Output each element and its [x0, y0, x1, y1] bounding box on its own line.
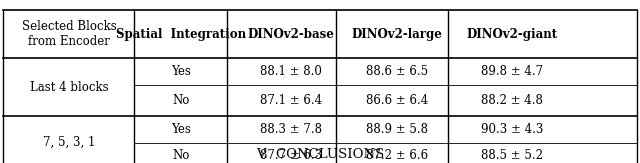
Text: 87.2 ± 6.6: 87.2 ± 6.6	[365, 149, 428, 162]
Text: 87.1 ± 6.4: 87.1 ± 6.4	[260, 94, 323, 107]
Text: Yes: Yes	[171, 65, 191, 78]
Text: Last 4 blocks: Last 4 blocks	[30, 81, 108, 94]
Text: 87.7 ± 6.3: 87.7 ± 6.3	[260, 149, 323, 162]
Text: 88.1 ± 8.0: 88.1 ± 8.0	[260, 65, 322, 78]
Text: No: No	[172, 94, 190, 107]
Text: 86.6 ± 6.4: 86.6 ± 6.4	[365, 94, 428, 107]
Text: 88.5 ± 5.2: 88.5 ± 5.2	[481, 149, 543, 162]
Text: Selected Blocks
from Encoder: Selected Blocks from Encoder	[22, 20, 116, 48]
Text: 89.8 ± 4.7: 89.8 ± 4.7	[481, 65, 543, 78]
Text: 88.9 ± 5.8: 88.9 ± 5.8	[366, 123, 428, 136]
Text: No: No	[172, 149, 190, 162]
Text: 90.3 ± 4.3: 90.3 ± 4.3	[481, 123, 543, 136]
Text: 88.6 ± 6.5: 88.6 ± 6.5	[365, 65, 428, 78]
Text: 88.3 ± 7.8: 88.3 ± 7.8	[260, 123, 322, 136]
Text: DINOv2-base: DINOv2-base	[248, 28, 335, 41]
Text: Spatial  Integration: Spatial Integration	[116, 28, 246, 41]
Text: DINOv2-giant: DINOv2-giant	[467, 28, 557, 41]
Text: 88.2 ± 4.8: 88.2 ± 4.8	[481, 94, 543, 107]
Text: Yes: Yes	[171, 123, 191, 136]
Text: V.  CONCLUSIONS: V. CONCLUSIONS	[256, 148, 384, 161]
Text: 7, 5, 3, 1: 7, 5, 3, 1	[43, 136, 95, 149]
Text: DINOv2-large: DINOv2-large	[351, 28, 442, 41]
